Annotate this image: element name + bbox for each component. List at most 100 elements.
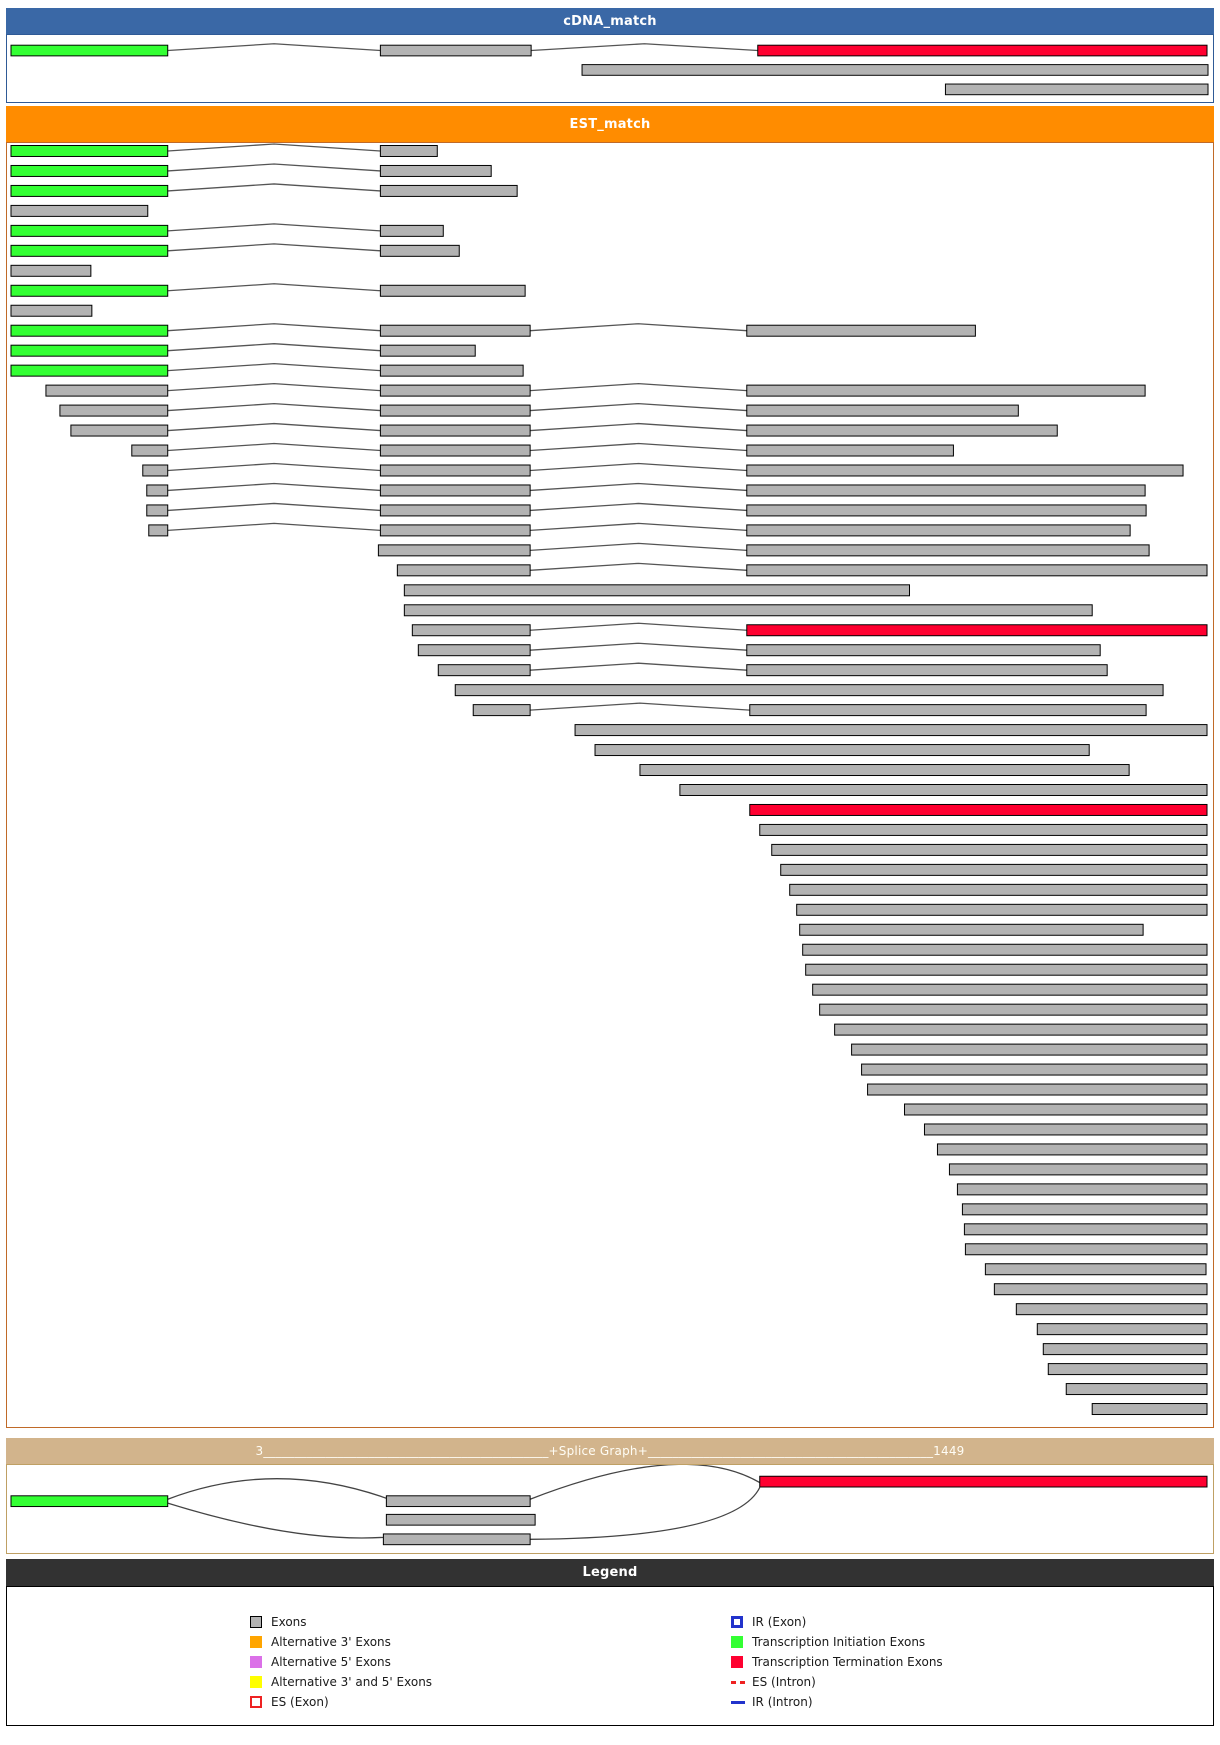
intron-line	[167, 143, 381, 152]
est-match-track	[10, 143, 1208, 1416]
legend-panel: Exons Alternative 3' Exons Alternative 5' …	[6, 1586, 1214, 1726]
intron-line	[530, 323, 747, 332]
intron-line	[530, 402, 747, 412]
exon	[867, 1083, 1208, 1096]
splice-graph-track	[10, 1465, 1208, 1546]
alt-3-exon-swatch	[250, 1636, 262, 1648]
legend-header: Legend	[6, 1559, 1214, 1586]
exon	[759, 823, 1208, 836]
exon	[437, 664, 531, 677]
intron-line	[167, 283, 381, 292]
exon	[679, 784, 1208, 796]
exon	[746, 444, 954, 457]
exon	[379, 324, 531, 337]
legend-item-label: IR (Exon)	[752, 1615, 807, 1629]
exon	[379, 464, 531, 477]
cdna-match-title: cDNA_match	[563, 13, 657, 29]
legend-item: ES (Intron)	[731, 1672, 943, 1692]
exon	[379, 364, 524, 377]
exon	[799, 923, 1144, 936]
transcription-termination-swatch	[731, 1656, 743, 1668]
exon	[805, 963, 1208, 976]
intron-line	[167, 183, 381, 192]
intron-line	[167, 43, 381, 52]
exon	[746, 464, 1184, 477]
legend-item-label: Alternative 5' Exons	[271, 1655, 391, 1669]
exon	[59, 404, 169, 417]
intron-line	[530, 502, 747, 512]
exon	[802, 943, 1208, 956]
exon	[379, 504, 531, 517]
exon	[819, 1003, 1208, 1016]
cdna-match-header: cDNA_match	[6, 8, 1214, 34]
exon	[1036, 1323, 1208, 1336]
exon	[379, 224, 444, 237]
intron-line	[530, 462, 747, 472]
exon	[379, 144, 438, 157]
intron-line	[530, 642, 747, 651]
intron-line	[167, 442, 381, 452]
intron-line	[167, 522, 381, 532]
est-match-header: EST_match	[6, 106, 1214, 142]
intron-line	[167, 402, 381, 412]
legend-left-column: Exons Alternative 3' Exons Alternative 5' …	[250, 1612, 432, 1712]
exon	[746, 404, 1019, 417]
est-match-title: EST_match	[569, 116, 651, 132]
intron-line	[167, 502, 381, 512]
intron-line	[167, 243, 381, 252]
intron-line	[167, 323, 381, 332]
exon	[746, 504, 1147, 517]
exon	[834, 1023, 1208, 1036]
transcription-termination-exon	[749, 803, 1208, 816]
exon	[961, 1203, 1208, 1216]
est-match-panel	[6, 142, 1214, 1428]
exon	[10, 264, 92, 277]
exon	[746, 524, 1131, 537]
legend-item: Alternative 3' Exons	[250, 1632, 432, 1652]
transcription-initiation-exon	[10, 324, 169, 337]
exon	[379, 284, 526, 297]
legend-item: Transcription Initiation Exons	[731, 1632, 943, 1652]
transcription-initiation-exon	[10, 144, 169, 157]
exon	[771, 843, 1208, 856]
exon	[749, 704, 1147, 717]
es-exon-swatch	[250, 1696, 262, 1708]
transcription-initiation-exon	[10, 184, 169, 197]
legend-item: Alternative 3' and 5' Exons	[250, 1672, 432, 1692]
exon	[142, 464, 169, 477]
exon	[746, 644, 1101, 657]
exon	[1042, 1343, 1208, 1356]
splice-edge	[530, 1487, 761, 1540]
transcription-initiation-swatch	[731, 1636, 743, 1648]
exon	[385, 1513, 536, 1526]
intron-line	[167, 422, 381, 432]
transcription-termination-exon	[757, 44, 1208, 57]
exon	[396, 564, 531, 577]
intron-line	[530, 522, 747, 532]
exon	[1065, 1383, 1208, 1396]
cdna-match-track	[10, 43, 1209, 96]
exon	[379, 44, 532, 57]
transcription-initiation-exon	[10, 1495, 169, 1508]
exon	[812, 983, 1208, 996]
exon	[379, 384, 531, 397]
exon	[944, 83, 1209, 96]
exon	[639, 764, 1130, 777]
ir-intron-swatch	[731, 1700, 745, 1704]
intron-line	[167, 462, 381, 472]
exon	[454, 684, 1164, 697]
exon	[984, 1263, 1207, 1276]
exon	[746, 544, 1150, 557]
ir-exon-swatch	[731, 1616, 743, 1628]
transcription-termination-exon	[746, 624, 1208, 637]
exon	[746, 564, 1208, 577]
exon	[964, 1243, 1208, 1256]
exon	[861, 1063, 1208, 1076]
legend-item: Exons	[250, 1612, 432, 1632]
exon	[956, 1183, 1208, 1196]
splice-graph-panel	[6, 1464, 1214, 1554]
exon	[379, 164, 492, 177]
legend-item-label: Alternative 3' and 5' Exons	[271, 1675, 433, 1689]
exon	[581, 64, 1209, 76]
legend-item: Alternative 5' Exons	[250, 1652, 432, 1672]
